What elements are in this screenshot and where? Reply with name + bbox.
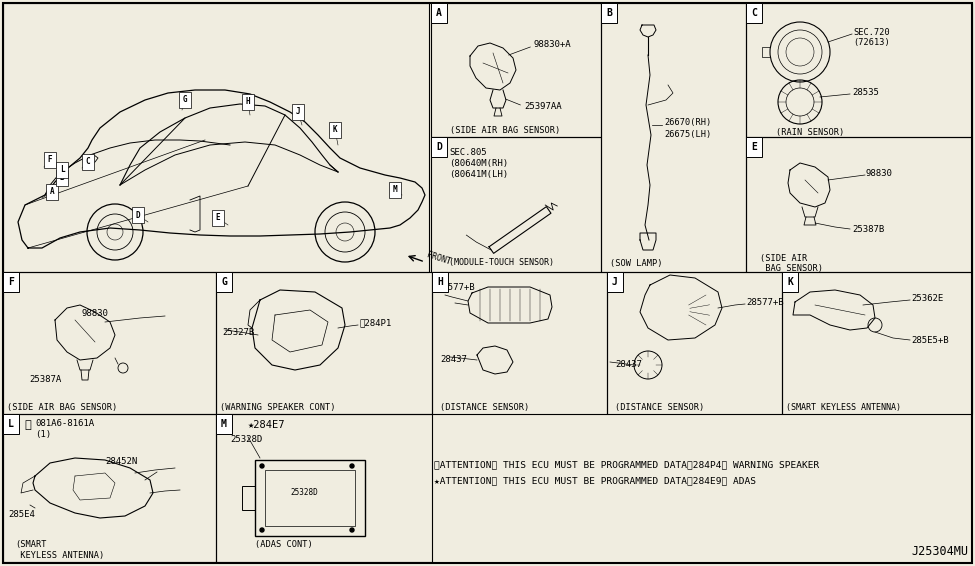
Text: 25387B: 25387B — [852, 225, 884, 234]
Text: J: J — [295, 108, 300, 117]
Bar — [746, 3, 972, 137]
Text: 28437: 28437 — [615, 360, 642, 369]
Text: J25304MU: J25304MU — [911, 545, 968, 558]
Text: SEC.720: SEC.720 — [853, 28, 890, 37]
Bar — [3, 272, 216, 414]
Text: L: L — [59, 165, 64, 174]
Text: (SOW LAMP): (SOW LAMP) — [610, 259, 662, 268]
Text: (SMART: (SMART — [15, 540, 47, 549]
Bar — [431, 3, 601, 137]
Bar — [432, 272, 607, 414]
Text: G: G — [182, 96, 187, 105]
Text: C: C — [86, 157, 91, 166]
Text: 25328D: 25328D — [230, 435, 262, 444]
Text: (DISTANCE SENSOR): (DISTANCE SENSOR) — [440, 403, 529, 412]
Text: C: C — [751, 8, 757, 18]
Text: H: H — [246, 97, 251, 106]
Circle shape — [260, 528, 264, 532]
Text: KEYLESS ANTENNA): KEYLESS ANTENNA) — [15, 551, 104, 560]
Text: (SIDE AIR BAG SENSOR): (SIDE AIR BAG SENSOR) — [450, 126, 561, 135]
Text: 26675(LH): 26675(LH) — [664, 130, 711, 139]
Text: 25397AA: 25397AA — [524, 102, 562, 111]
Text: 28535: 28535 — [852, 88, 878, 97]
Text: E: E — [215, 213, 220, 222]
Text: M: M — [393, 186, 398, 195]
Text: L: L — [8, 419, 14, 429]
Text: 98830: 98830 — [82, 309, 109, 318]
Bar — [3, 3, 429, 272]
Text: (SIDE AIR BAG SENSOR): (SIDE AIR BAG SENSOR) — [7, 403, 117, 412]
Text: (WARNING SPEAKER CONT): (WARNING SPEAKER CONT) — [220, 403, 335, 412]
Text: (72613): (72613) — [853, 38, 890, 47]
Text: D: D — [436, 142, 442, 152]
Text: 28577+B: 28577+B — [746, 298, 784, 307]
Text: FRONT: FRONT — [425, 250, 451, 266]
Text: 25327B: 25327B — [222, 328, 254, 337]
Bar — [746, 137, 972, 272]
Circle shape — [350, 464, 354, 468]
Text: F: F — [48, 156, 53, 165]
Text: ★ATTENTION； THIS ECU MUST BE PROGRAMMED DATA（284E9） ADAS: ★ATTENTION； THIS ECU MUST BE PROGRAMMED … — [434, 476, 756, 485]
Bar — [782, 272, 972, 414]
Text: 285E4: 285E4 — [8, 510, 35, 519]
Text: 28437: 28437 — [440, 355, 467, 364]
Text: M: M — [221, 419, 227, 429]
Bar — [431, 137, 601, 272]
Text: E: E — [751, 142, 757, 152]
Bar — [607, 272, 782, 414]
Text: ★284E7: ★284E7 — [248, 420, 286, 430]
Text: K: K — [332, 126, 337, 135]
Text: K: K — [787, 277, 793, 287]
Bar — [216, 414, 432, 562]
Text: 98830+A: 98830+A — [534, 40, 571, 49]
Text: Ⓑ: Ⓑ — [24, 420, 31, 430]
Text: 28577+B: 28577+B — [437, 283, 475, 292]
Bar — [216, 272, 432, 414]
Text: (80641M(LH): (80641M(LH) — [449, 170, 508, 179]
Bar — [242, 486, 255, 510]
Text: 25387A: 25387A — [29, 375, 61, 384]
Text: 98830: 98830 — [866, 169, 893, 178]
Text: (MODULE-TOUCH SENSOR): (MODULE-TOUCH SENSOR) — [449, 258, 554, 267]
Text: 28452N: 28452N — [105, 457, 137, 466]
Text: H: H — [437, 277, 443, 287]
Bar — [265, 470, 355, 526]
Text: B: B — [606, 8, 612, 18]
Text: 26670(RH): 26670(RH) — [664, 118, 711, 127]
Text: A: A — [436, 8, 442, 18]
Text: (SIDE AIR: (SIDE AIR — [760, 254, 807, 263]
Text: 25362E: 25362E — [911, 294, 943, 303]
Text: D: D — [136, 211, 140, 220]
Text: 25328D: 25328D — [290, 488, 318, 497]
Text: BAG SENSOR): BAG SENSOR) — [760, 264, 823, 273]
Bar — [3, 414, 216, 562]
Text: SEC.805: SEC.805 — [449, 148, 487, 157]
Text: J: J — [612, 277, 618, 287]
Bar — [255, 460, 365, 536]
Text: ※284P1: ※284P1 — [360, 318, 392, 327]
Text: F: F — [8, 277, 14, 287]
Text: 285E5+B: 285E5+B — [911, 336, 949, 345]
Text: (80640M(RH): (80640M(RH) — [449, 159, 508, 168]
Text: G: G — [221, 277, 227, 287]
Text: ※ATTENTION； THIS ECU MUST BE PROGRAMMED DATA（284P4） WARNING SPEAKER: ※ATTENTION； THIS ECU MUST BE PROGRAMMED … — [434, 460, 819, 469]
Bar — [601, 3, 746, 272]
Text: B: B — [59, 174, 64, 182]
Text: A: A — [50, 187, 55, 196]
Text: (SMART KEYLESS ANTENNA): (SMART KEYLESS ANTENNA) — [786, 403, 901, 412]
Circle shape — [350, 528, 354, 532]
Text: (ADAS CONT): (ADAS CONT) — [255, 540, 313, 549]
Text: (1): (1) — [35, 430, 51, 439]
Text: 081A6-8161A: 081A6-8161A — [35, 419, 95, 428]
Text: (RAIN SENSOR): (RAIN SENSOR) — [776, 128, 844, 137]
Text: (DISTANCE SENSOR): (DISTANCE SENSOR) — [615, 403, 704, 412]
Circle shape — [260, 464, 264, 468]
